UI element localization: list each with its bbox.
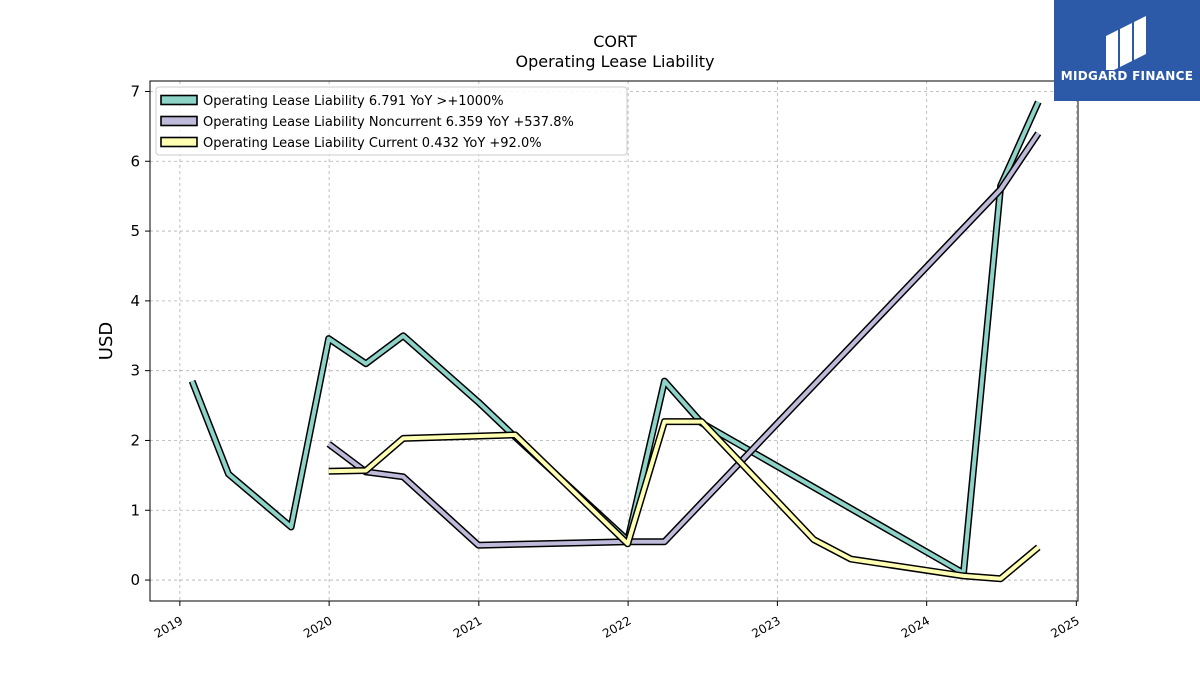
series-line-noncurrent (327, 132, 1040, 548)
x-tick-label: 2019 (152, 613, 185, 640)
legend-label: Operating Lease Liability Noncurrent 6.3… (203, 115, 574, 130)
y-tick-label: 1 (130, 501, 140, 519)
legend-label: Operating Lease Liability Current 0.432 … (203, 136, 542, 151)
legend-swatch (160, 94, 198, 106)
logo-mark-icon (1106, 16, 1146, 70)
chart-subtitle: Operating Lease Liability (515, 52, 715, 71)
legend-swatch (160, 136, 198, 148)
x-tick-label: 2020 (301, 613, 334, 640)
x-tick-label: 2022 (600, 613, 633, 640)
x-tick-label: 2021 (451, 613, 484, 640)
y-tick-label: 6 (130, 152, 140, 170)
x-tick-label: 2024 (899, 613, 932, 640)
logo-brand-text: MIDGARD FINANCE (1060, 69, 1194, 83)
x-tick-label: 2025 (1048, 613, 1081, 640)
y-tick-label: 3 (130, 362, 140, 380)
x-tick-label: 2023 (749, 613, 782, 640)
series-line-current (328, 419, 1040, 581)
y-tick-label: 4 (130, 292, 140, 310)
legend-box (155, 86, 628, 156)
series-line-total-outline (188, 100, 1042, 577)
series-line-total (190, 101, 1041, 576)
y-tick-label: 7 (130, 82, 140, 100)
chart-title: CORT (593, 32, 637, 51)
y-tick-label: 2 (130, 431, 140, 449)
y-axis-label: USD (96, 322, 117, 360)
y-tick-label: 5 (130, 222, 140, 240)
series-line-noncurrent-outline (326, 131, 1042, 549)
legend-swatch (160, 115, 198, 127)
midgard-finance-logo: MIDGARD FINANCE (1054, 0, 1200, 101)
legend-label: Operating Lease Liability 6.791 YoY >+10… (203, 94, 504, 109)
plot-frame (149, 80, 1079, 602)
y-tick-label: 0 (130, 571, 140, 589)
